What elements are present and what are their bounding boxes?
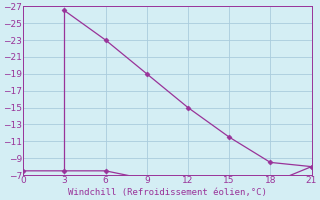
X-axis label: Windchill (Refroidissement éolien,°C): Windchill (Refroidissement éolien,°C) xyxy=(68,188,267,197)
